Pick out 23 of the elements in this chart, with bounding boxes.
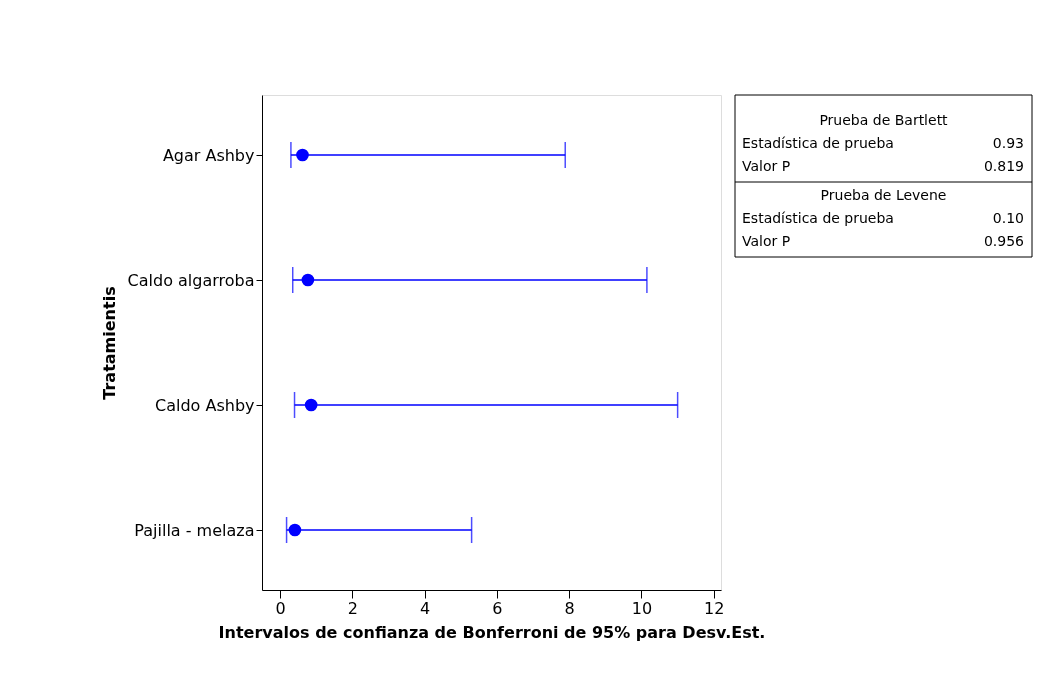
y-tick-label: Caldo Ashby xyxy=(155,395,255,415)
text: Prueba de Bartlett xyxy=(819,112,949,128)
y-tick-label: Caldo algarroba xyxy=(127,270,255,290)
y-tick-label: Agar Ashby xyxy=(162,145,255,165)
point xyxy=(301,273,315,287)
text: Prueba de Levene xyxy=(820,187,947,203)
y-axis-title: Tratamientis xyxy=(99,286,119,400)
x-tick-label: 6 xyxy=(492,598,503,618)
x-tick-label: 10 xyxy=(631,598,653,618)
x-tick-label: 0 xyxy=(275,598,286,618)
text: Valor P 0.819 xyxy=(742,158,1024,174)
text: Estadística de prueba 0.10 xyxy=(742,210,1024,226)
x-tick-label: 8 xyxy=(564,598,575,618)
x-axis-title: Intervalos de confianza de Bonferroni de 95% para Desv.Est. xyxy=(218,622,766,642)
point xyxy=(288,523,302,537)
x-tick-label: 4 xyxy=(420,598,431,618)
x-tick-label: 12 xyxy=(704,598,725,618)
point xyxy=(304,398,318,412)
text: Valor P 0.956 xyxy=(742,233,1024,249)
x-tick-label: 2 xyxy=(347,598,358,618)
point xyxy=(296,148,309,162)
text: Estadística de prueba 0.93 xyxy=(742,135,1024,151)
y-tick-label: Pajilla - melaza xyxy=(134,520,255,540)
